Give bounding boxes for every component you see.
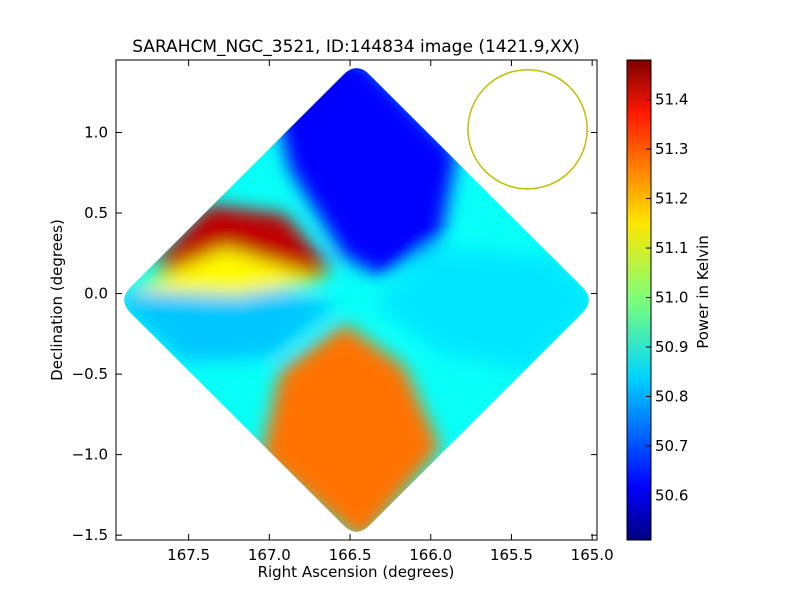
x-tick-label: 167.5 xyxy=(167,546,210,564)
y-axis-ticks: 1.0 0.5 0.0 −0.5 −1.0 −1.5 xyxy=(72,123,597,544)
x-tick-label: 165.0 xyxy=(571,546,614,564)
x-axis-label: Right Ascension (degrees) xyxy=(258,563,455,581)
colorbar-tick-label: 50.9 xyxy=(655,338,688,356)
y-tick-label: −0.5 xyxy=(72,365,108,383)
colorbar-tick-label: 50.7 xyxy=(655,437,688,455)
y-tick-label: 0.5 xyxy=(84,204,108,222)
x-tick-label: 166.0 xyxy=(409,546,452,564)
x-tick-label: 165.5 xyxy=(490,546,533,564)
colorbar-tick-label: 50.6 xyxy=(655,486,688,504)
plot-area xyxy=(115,59,598,541)
heatmap-lobe-east xyxy=(375,247,589,372)
colorbar-label: Power in Kelvin xyxy=(694,235,712,349)
colorbar-tick-label: 51.0 xyxy=(655,289,688,307)
beam-circle xyxy=(467,68,588,190)
x-tick-label: 167.0 xyxy=(248,546,291,564)
colorbar-tick-label: 51.4 xyxy=(655,91,688,109)
y-tick-label: −1.5 xyxy=(72,526,108,544)
x-axis-ticks: 167.5 167.0 166.5 166.0 165.5 165.0 xyxy=(167,60,614,564)
heatmap-lobe-west xyxy=(124,271,338,362)
colorbar-tick-label: 51.2 xyxy=(655,190,688,208)
heatmap-background xyxy=(124,68,589,532)
y-tick-label: 1.0 xyxy=(84,123,108,141)
colorbar-tick-label: 51.3 xyxy=(655,140,688,158)
colorbar-ticks: 50.6 50.7 50.8 50.9 51.0 51.1 51.2 51.3 51.4 xyxy=(646,91,688,504)
y-tick-label: 0.0 xyxy=(84,285,108,303)
colorbar: 50.6 50.7 50.8 50.9 51.0 51.1 51.2 51.3 51.4 Pow… xyxy=(626,59,712,541)
colorbar-gradient xyxy=(626,59,652,541)
heatmap-band xyxy=(129,247,328,296)
colorbar-tick-label: 50.8 xyxy=(655,387,688,405)
x-tick-label: 166.5 xyxy=(329,546,372,564)
colorbar-tick-label: 51.1 xyxy=(655,239,688,257)
chart-title: SARAHCM_NGC_3521, ID:144834 image (1421.… xyxy=(132,37,580,57)
plot-frame xyxy=(115,59,598,541)
y-axis-label: Declination (degrees) xyxy=(48,219,66,381)
y-tick-label: −1.0 xyxy=(72,446,108,464)
